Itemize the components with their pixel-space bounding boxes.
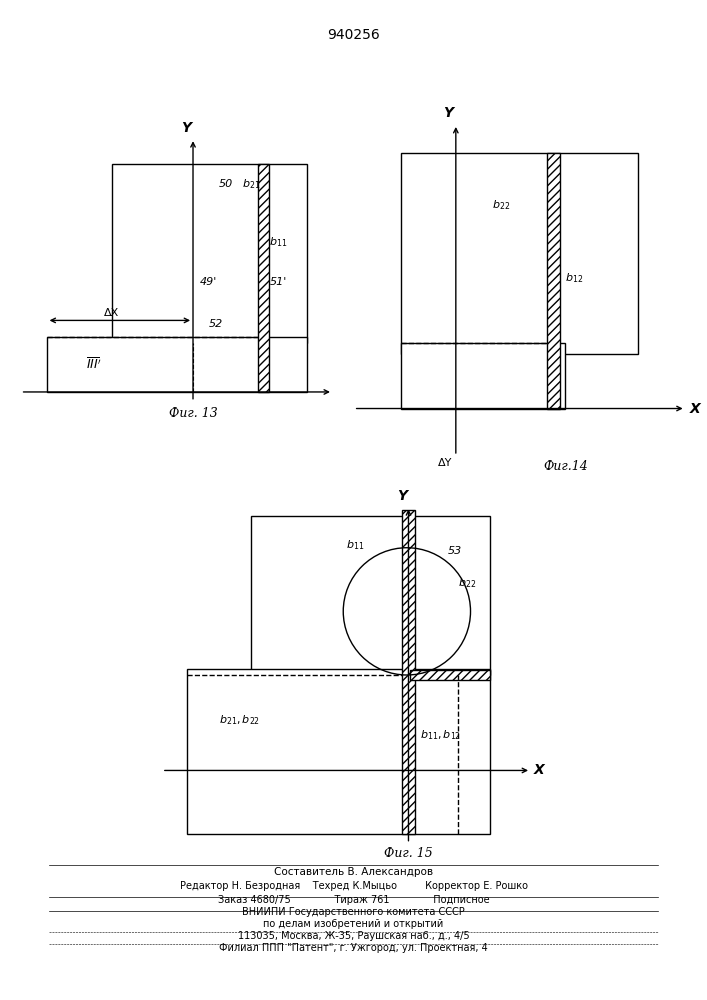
Text: Y: Y xyxy=(397,489,407,503)
Text: $b_{22}$: $b_{22}$ xyxy=(492,198,510,212)
Bar xyxy=(258,164,269,392)
Text: X: X xyxy=(689,402,700,416)
Text: $\overline{III}'$: $\overline{III}'$ xyxy=(86,357,101,372)
Text: $b_{12}$: $b_{12}$ xyxy=(565,271,583,285)
Text: 113035, Москва, Ж-35, Раушская наб., д., 4/5: 113035, Москва, Ж-35, Раушская наб., д.,… xyxy=(238,931,469,941)
Text: Y: Y xyxy=(443,106,453,120)
Text: Составитель В. Александров: Составитель В. Александров xyxy=(274,867,433,877)
Text: Заказ 4680/75              Тираж 761              Подписное: Заказ 4680/75 Тираж 761 Подписное xyxy=(218,895,489,905)
Bar xyxy=(401,343,565,409)
Bar xyxy=(112,164,307,343)
Text: $b_{21}$: $b_{21}$ xyxy=(242,177,260,191)
Text: ΔY: ΔY xyxy=(438,458,452,468)
Text: ВНИИПИ Государственного комитета СССР: ВНИИПИ Государственного комитета СССР xyxy=(242,907,465,917)
Bar xyxy=(410,670,490,680)
Text: по делам изобретений и открытий: по делам изобретений и открытий xyxy=(264,919,443,929)
Text: Редактор Н. Безродная    Техред К.Мыцьо         Корректор Е. Рошко: Редактор Н. Безродная Техред К.Мыцьо Кор… xyxy=(180,881,527,891)
Bar xyxy=(547,153,560,409)
Text: Фиг. 15: Фиг. 15 xyxy=(384,847,433,860)
Text: $b_{21}, b_{22}$: $b_{21}, b_{22}$ xyxy=(219,713,260,727)
Bar xyxy=(410,669,490,834)
Text: 49': 49' xyxy=(199,277,217,287)
Bar xyxy=(402,510,415,834)
Text: X: X xyxy=(534,763,545,777)
Text: 53: 53 xyxy=(448,546,462,556)
Text: $b_{22}$: $b_{22}$ xyxy=(458,576,476,590)
Text: $b_{11}, b_{12}$: $b_{11}, b_{12}$ xyxy=(420,729,461,742)
Bar xyxy=(47,337,307,392)
Text: 940256: 940256 xyxy=(327,28,380,42)
Text: 51': 51' xyxy=(269,277,286,287)
Text: Y: Y xyxy=(182,121,192,135)
Text: Фиг.14: Фиг.14 xyxy=(543,460,588,473)
Text: 50: 50 xyxy=(219,179,233,189)
Text: Филиал ППП "Патент", г. Ужгород, ул. Проектная, 4: Филиал ППП "Патент", г. Ужгород, ул. Про… xyxy=(219,943,488,953)
Bar xyxy=(401,153,638,354)
Bar xyxy=(251,516,490,675)
Text: ΔX: ΔX xyxy=(104,308,119,318)
Text: 52: 52 xyxy=(209,319,223,329)
Text: Фиг. 13: Фиг. 13 xyxy=(169,407,217,420)
Text: $b_{11}$: $b_{11}$ xyxy=(269,236,288,249)
Bar xyxy=(187,669,410,834)
Text: $b_{11}$: $b_{11}$ xyxy=(346,538,365,552)
